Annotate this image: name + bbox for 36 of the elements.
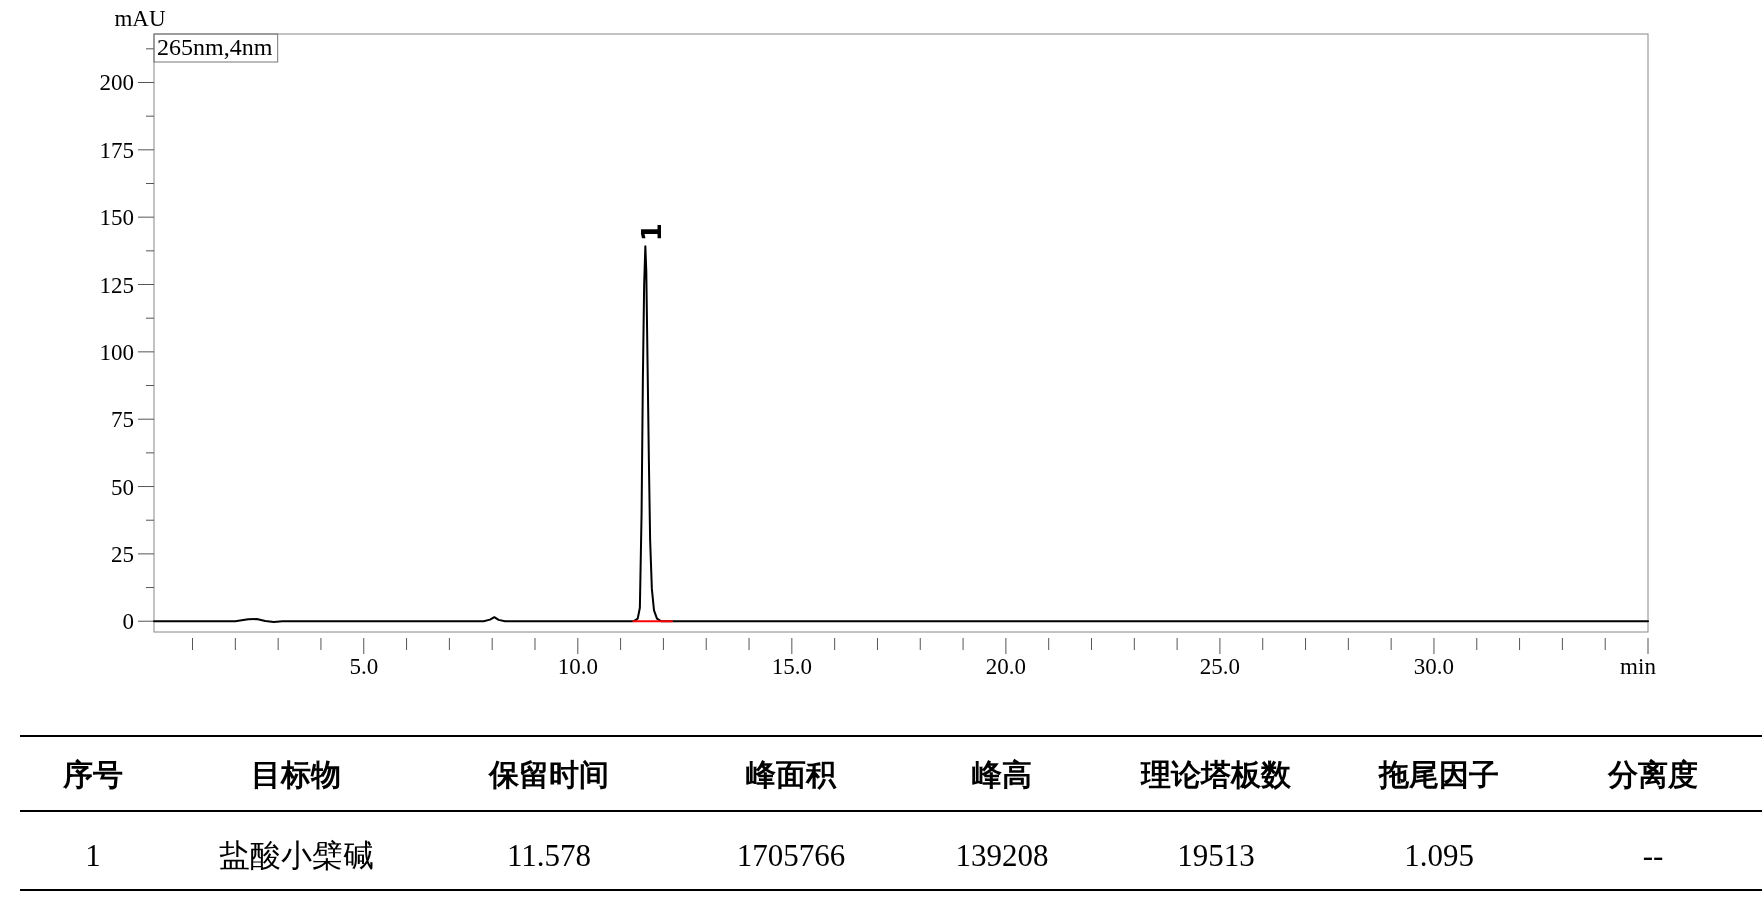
category-label: 分离度 — [1607, 758, 1698, 791]
category-label: 理论塔板数 — [1140, 758, 1292, 791]
x-tick-label: 15.0 — [771, 654, 812, 679]
x-tick-label: 25.0 — [1199, 654, 1241, 679]
category-label: 保留时间 — [488, 758, 609, 791]
y-tick-label: 75 — [111, 407, 134, 433]
text: 1705766 — [736, 838, 846, 873]
x-tick-label: 20.0 — [985, 654, 1026, 679]
y-tick-label: 150 — [99, 205, 134, 231]
y-tick-label: 200 — [99, 70, 134, 96]
y-tick-label: 125 — [99, 272, 134, 298]
y-axis-title: mAU — [114, 6, 166, 31]
x-axis-title: min — [1620, 654, 1657, 679]
category-label: 目标物 — [251, 758, 341, 791]
category-label: 序号 — [62, 758, 123, 791]
y-tick-label: 0 — [122, 609, 134, 635]
text: 11.578 — [506, 838, 592, 873]
x-tick-label: 10.0 — [557, 654, 598, 679]
x-tick-label: 30.0 — [1413, 654, 1455, 679]
text: 19513 — [1177, 838, 1255, 873]
y-tick-label: 100 — [99, 339, 134, 365]
text: 139208 — [955, 838, 1049, 873]
y-tick-label: 50 — [111, 474, 134, 500]
y-tick-label: 175 — [99, 137, 134, 163]
annotation: 265nm,4nm — [157, 34, 273, 60]
text: -- — [1642, 838, 1664, 873]
x-tick-label: 5.0 — [349, 654, 379, 679]
category-label: 峰面积 — [746, 758, 837, 791]
category-label: 峰高 — [972, 758, 1032, 791]
text: 盐酸小檗碱 — [218, 838, 374, 873]
y-tick-label: 25 — [111, 541, 134, 567]
text: 1.095 — [1404, 838, 1474, 873]
line-series — [153, 245, 1649, 624]
text: 1 — [85, 838, 101, 873]
annotation: 1 — [637, 223, 668, 242]
category-label: 拖尾因子 — [1378, 758, 1499, 791]
